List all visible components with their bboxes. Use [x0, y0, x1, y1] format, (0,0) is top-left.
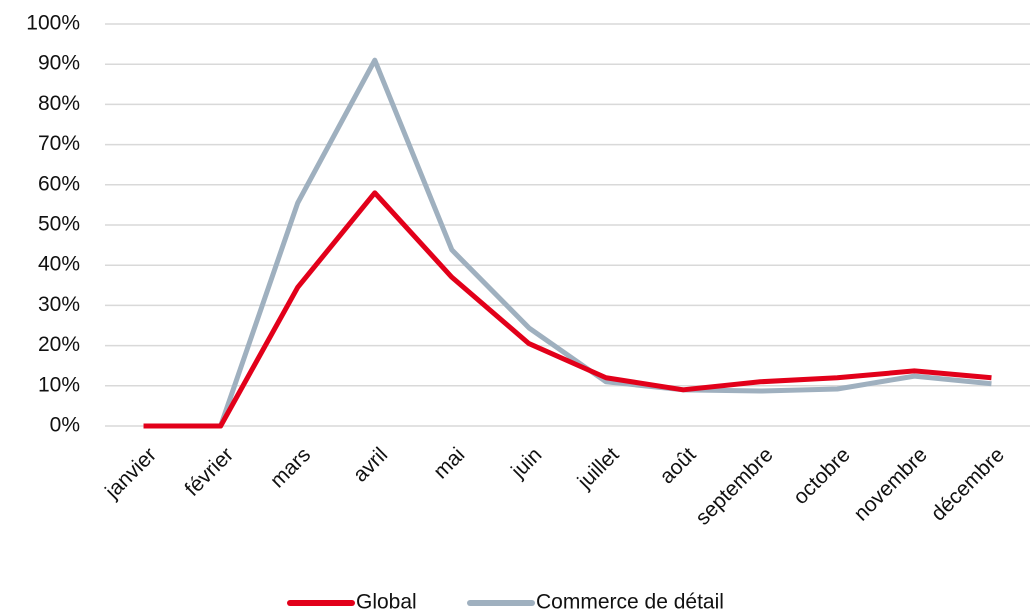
x-tick-label: janvier — [100, 443, 161, 504]
y-tick-label: 30% — [38, 293, 80, 316]
x-tick-label: avril — [349, 443, 392, 486]
x-tick-label: mai — [429, 443, 469, 483]
y-tick-label: 40% — [38, 253, 80, 276]
x-tick-label: septembre — [691, 443, 777, 529]
legend-label: Commerce de détail — [536, 591, 724, 614]
line-series — [143, 57, 992, 429]
y-tick-label: 60% — [38, 172, 80, 195]
legend-label: Global — [356, 591, 417, 614]
y-tick-label: 90% — [38, 52, 80, 75]
x-tick-label: octobre — [789, 443, 855, 509]
x-tick-label: décembre — [927, 443, 1009, 525]
line-series — [143, 190, 992, 429]
y-tick-label: 70% — [38, 132, 80, 155]
x-tick-label: août — [655, 443, 700, 488]
x-tick-label: juillet — [573, 443, 624, 494]
x-tick-label: mars — [266, 443, 315, 492]
x-tick-label: février — [181, 443, 239, 501]
y-tick-label: 50% — [38, 213, 80, 236]
x-tick-label: novembre — [850, 443, 932, 525]
y-tick-label: 100% — [26, 12, 80, 35]
y-tick-label: 20% — [38, 333, 80, 356]
y-tick-label: 0% — [50, 414, 80, 437]
y-tick-label: 10% — [38, 373, 80, 396]
x-tick-label: juin — [506, 443, 546, 483]
y-tick-label: 80% — [38, 92, 80, 115]
